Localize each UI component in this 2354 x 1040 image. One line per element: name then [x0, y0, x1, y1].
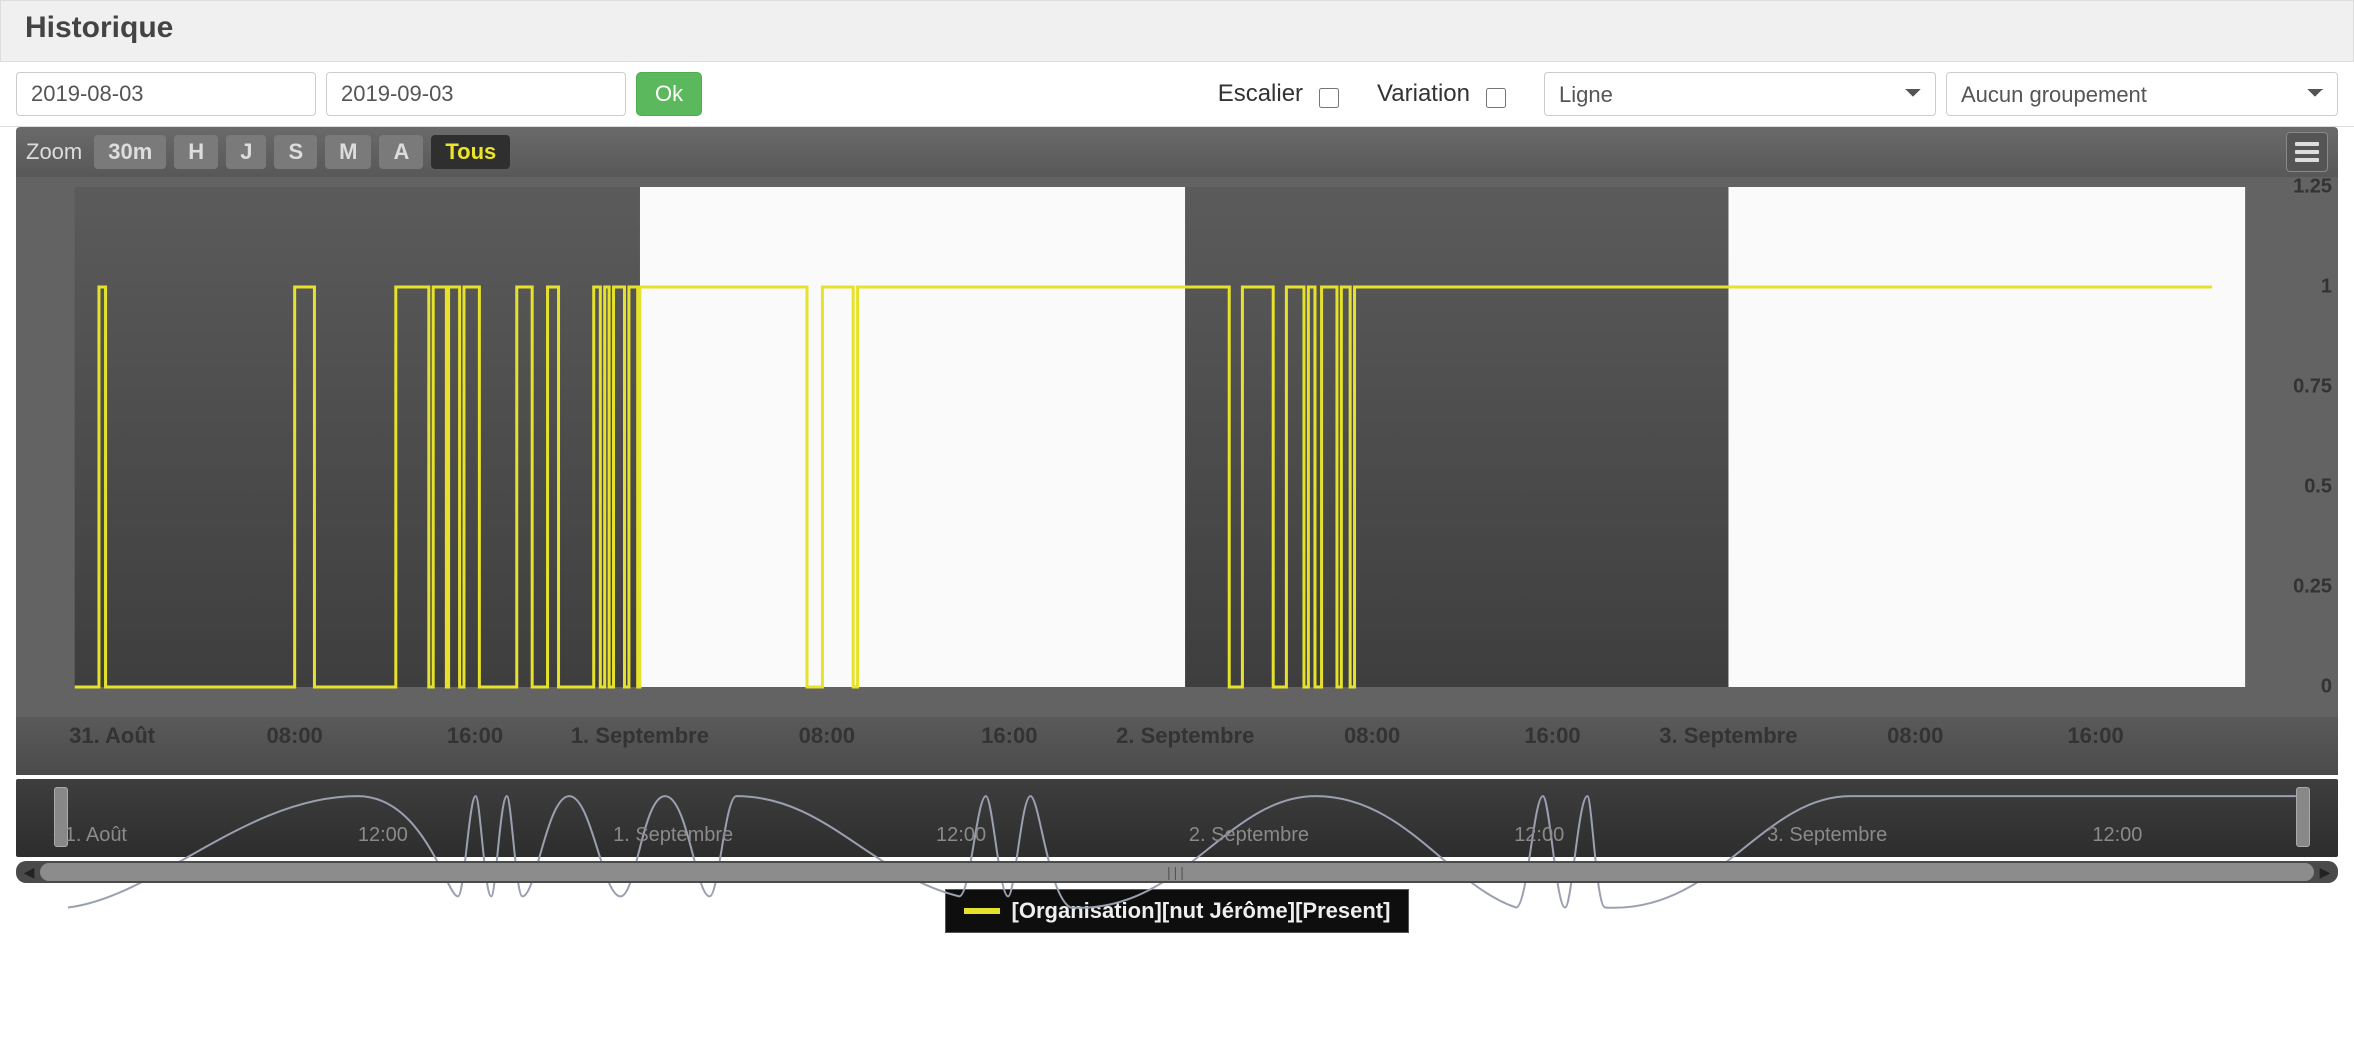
x-tick-label: 3. Septembre — [1659, 723, 1797, 749]
scrollbar-thumb[interactable]: ||| — [40, 863, 2314, 881]
navigator[interactable]: 31. Août 12:00 1. Septembre 12:00 2. Septemb… — [16, 779, 2338, 857]
scroll-right-arrow[interactable]: ▶ — [2314, 861, 2336, 883]
zoom-btn-tous[interactable]: Tous — [431, 135, 510, 169]
navigator-handle-right[interactable] — [2296, 787, 2310, 847]
navigator-tick-label: 31. Août — [54, 824, 127, 847]
zoom-btn-h[interactable]: H — [174, 135, 218, 169]
escalier-checkbox[interactable] — [1319, 88, 1339, 108]
zoom-btn-m[interactable]: M — [325, 135, 371, 169]
navigator-tick-label: 12:00 — [2092, 824, 2142, 847]
y-tick-label: 0.5 — [2304, 476, 2332, 499]
page-title: Historique — [25, 11, 2329, 45]
x-tick-label: 08:00 — [267, 723, 323, 749]
zoom-button-group: 30mHJSMATous — [94, 135, 510, 169]
chart-container: Zoom 30mHJSMATous 0 0.25 0.5 0.75 1 1.25 31. … — [16, 127, 2338, 933]
scroll-left-arrow[interactable]: ◀ — [18, 861, 40, 883]
x-tick-label: 16:00 — [447, 723, 503, 749]
y-tick-label: 1.25 — [2293, 176, 2332, 199]
navigator-tick-label: 12:00 — [358, 824, 408, 847]
y-tick-label: 0.75 — [2293, 376, 2332, 399]
y-tick-label: 0.25 — [2293, 576, 2332, 599]
variation-checkbox[interactable] — [1486, 88, 1506, 108]
escalier-label: Escalier — [1218, 80, 1303, 108]
chart-menu-button[interactable] — [2286, 132, 2328, 172]
horizontal-scrollbar[interactable]: ◀ ||| ▶ — [16, 861, 2338, 883]
x-tick-label: 08:00 — [1887, 723, 1943, 749]
y-tick-label: 1 — [2321, 276, 2332, 299]
chart-type-select[interactable]: Ligne — [1544, 72, 1936, 116]
navigator-tick-label: 1. Septembre — [613, 824, 733, 847]
chart-toolbar: Zoom 30mHJSMATous — [16, 127, 2338, 177]
date-start-input[interactable] — [16, 72, 316, 116]
header-bar: Historique — [0, 0, 2354, 62]
navigator-tick-label: 3. Septembre — [1767, 824, 1887, 847]
grouping-select[interactable]: Aucun groupement — [1946, 72, 2338, 116]
x-tick-label: 16:00 — [2067, 723, 2123, 749]
x-tick-label: 2. Septembre — [1116, 723, 1254, 749]
date-end-input[interactable] — [326, 72, 626, 116]
navigator-tick-label: 12:00 — [1514, 824, 1564, 847]
zoom-btn-j[interactable]: J — [226, 135, 266, 169]
zoom-btn-30m[interactable]: 30m — [94, 135, 166, 169]
controls-row: Ok Escalier Variation Ligne Aucun groupe… — [0, 62, 2354, 127]
x-tick-label: 31. Août — [69, 723, 155, 749]
x-tick-label: 16:00 — [981, 723, 1037, 749]
navigator-tick-label: 12:00 — [936, 824, 986, 847]
ok-button[interactable]: Ok — [636, 72, 702, 116]
navigator-tick-label: 2. Septembre — [1189, 824, 1309, 847]
x-tick-label: 08:00 — [799, 723, 855, 749]
variation-label: Variation — [1377, 80, 1470, 108]
y-tick-label: 0 — [2321, 676, 2332, 699]
x-tick-label: 16:00 — [1524, 723, 1580, 749]
x-axis: 31. Août 08:00 16:00 1. Septembre 08:00 16:00… — [16, 717, 2338, 775]
zoom-btn-s[interactable]: S — [274, 135, 317, 169]
x-tick-label: 1. Septembre — [571, 723, 709, 749]
zoom-label: Zoom — [26, 139, 82, 165]
x-tick-label: 08:00 — [1344, 723, 1400, 749]
zoom-btn-a[interactable]: A — [379, 135, 423, 169]
plot-area[interactable]: 0 0.25 0.5 0.75 1 1.25 — [16, 177, 2338, 717]
